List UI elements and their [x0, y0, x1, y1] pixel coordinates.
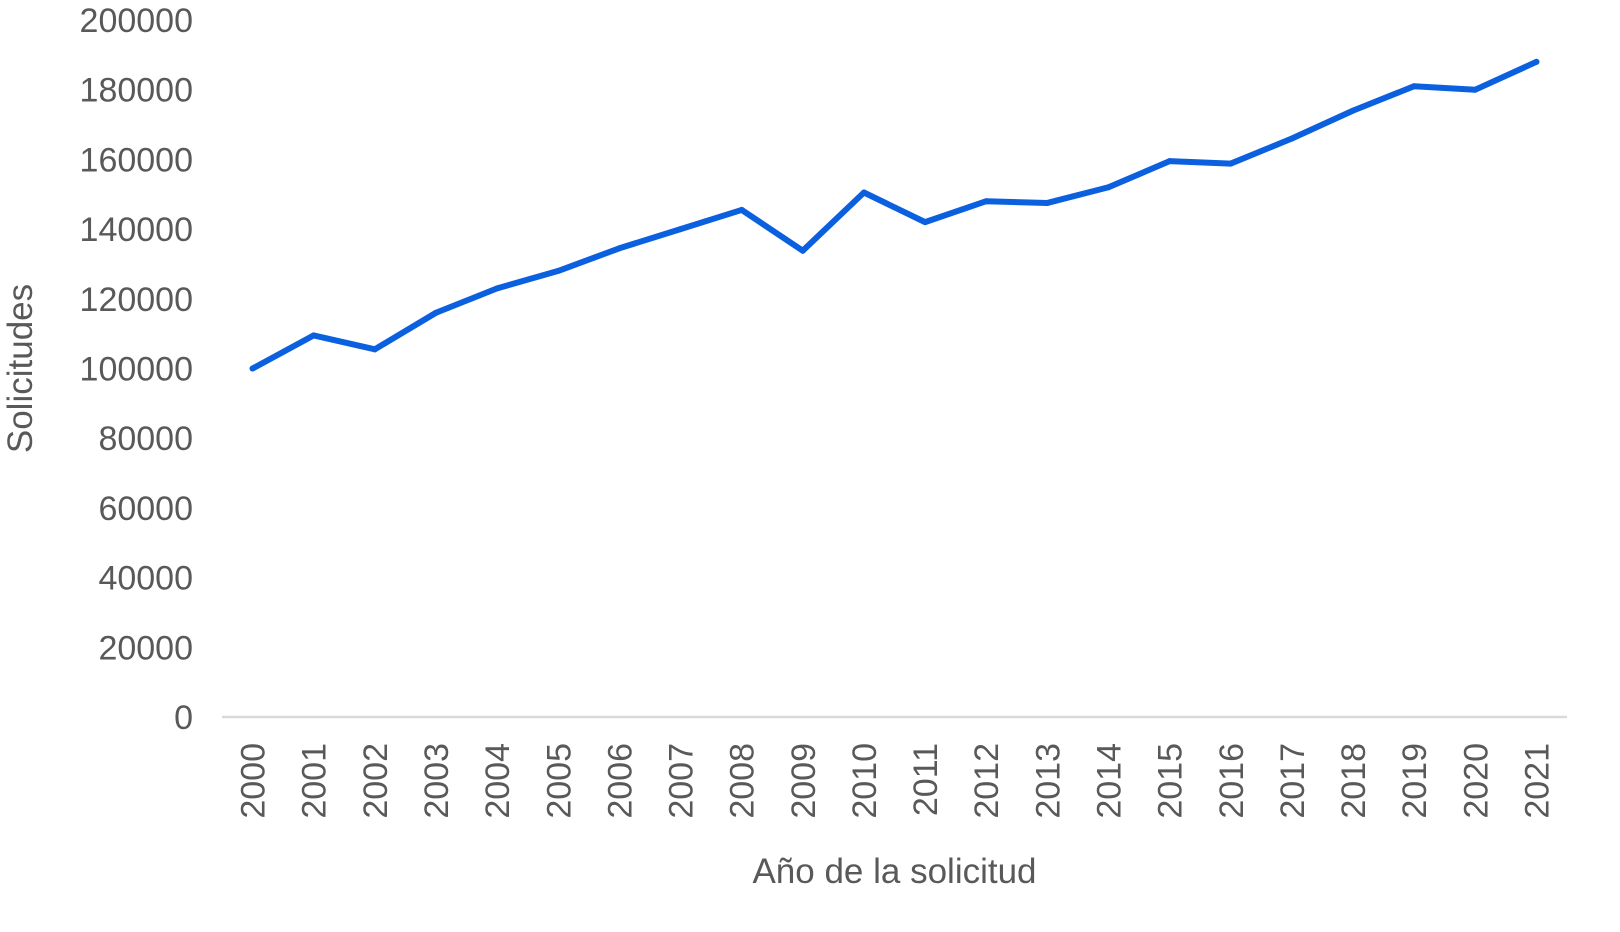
data-point — [1350, 107, 1357, 114]
y-tick-label: 60000 — [98, 490, 193, 528]
x-tick-label: 2007 — [663, 743, 701, 819]
data-point — [1411, 83, 1418, 90]
y-axis-title: Solicitudes — [1, 284, 40, 453]
x-tick-label: 2018 — [1335, 743, 1373, 819]
x-tick-label: 2005 — [540, 743, 578, 819]
x-tick-label: 2004 — [479, 743, 517, 819]
series-points — [249, 58, 1540, 372]
x-tick-label: 2013 — [1029, 743, 1067, 819]
x-tick-label: 2012 — [968, 743, 1006, 819]
data-point — [555, 267, 562, 274]
x-tick-label: 2016 — [1213, 743, 1251, 819]
y-tick-label: 40000 — [98, 560, 193, 598]
y-tick-label: 120000 — [80, 281, 193, 319]
x-tick-label: 2019 — [1396, 743, 1434, 819]
y-tick-label: 80000 — [98, 420, 193, 458]
data-point — [1288, 135, 1295, 142]
x-tick-label: 2015 — [1152, 743, 1190, 819]
data-point — [1105, 184, 1112, 191]
y-axis-ticks: 0 20000 40000 60000 80000 100000 120000 140000 1… — [80, 2, 193, 737]
data-point — [860, 189, 867, 196]
y-tick-label: 140000 — [80, 211, 193, 249]
data-point — [799, 247, 806, 254]
data-point — [494, 285, 501, 292]
x-tick-label: 2011 — [907, 743, 945, 816]
data-point — [371, 346, 378, 353]
x-tick-label: 2003 — [418, 743, 456, 819]
data-point — [616, 245, 623, 252]
x-tick-label: 2006 — [601, 743, 639, 819]
x-tick-label: 2020 — [1457, 743, 1495, 819]
data-point — [983, 198, 990, 205]
data-point — [1166, 158, 1173, 165]
data-point — [1044, 199, 1051, 206]
data-point — [249, 365, 256, 372]
y-tick-label: 20000 — [98, 629, 193, 667]
y-tick-label: 100000 — [80, 351, 193, 389]
data-point — [1227, 160, 1234, 167]
series-line — [249, 58, 1540, 372]
x-tick-label: 2002 — [357, 743, 395, 819]
x-tick-label: 2001 — [296, 743, 334, 819]
x-tick-label: 2000 — [235, 743, 273, 819]
x-tick-label: 2014 — [1090, 743, 1128, 819]
x-axis-ticks: 2000 2001 2002 2003 2004 2005 2006 2007 2008 2009… — [235, 743, 1557, 819]
y-tick-label: 180000 — [80, 72, 193, 110]
x-tick-label: 2009 — [785, 743, 823, 819]
y-tick-label: 160000 — [80, 141, 193, 179]
y-tick-label: 200000 — [80, 2, 193, 40]
y-tick-label: 0 — [174, 699, 193, 737]
data-point — [432, 309, 439, 316]
data-point — [738, 206, 745, 213]
x-tick-label: 2021 — [1518, 743, 1556, 819]
x-axis-title: Año de la solicitud — [752, 852, 1036, 891]
x-tick-label: 2017 — [1274, 743, 1312, 819]
x-tick-label: 2008 — [724, 743, 762, 819]
data-point — [310, 332, 317, 339]
data-point — [922, 219, 929, 226]
x-tick-label: 2010 — [846, 743, 884, 819]
data-point — [1533, 58, 1540, 65]
data-point — [677, 226, 684, 233]
data-point — [1472, 86, 1479, 93]
